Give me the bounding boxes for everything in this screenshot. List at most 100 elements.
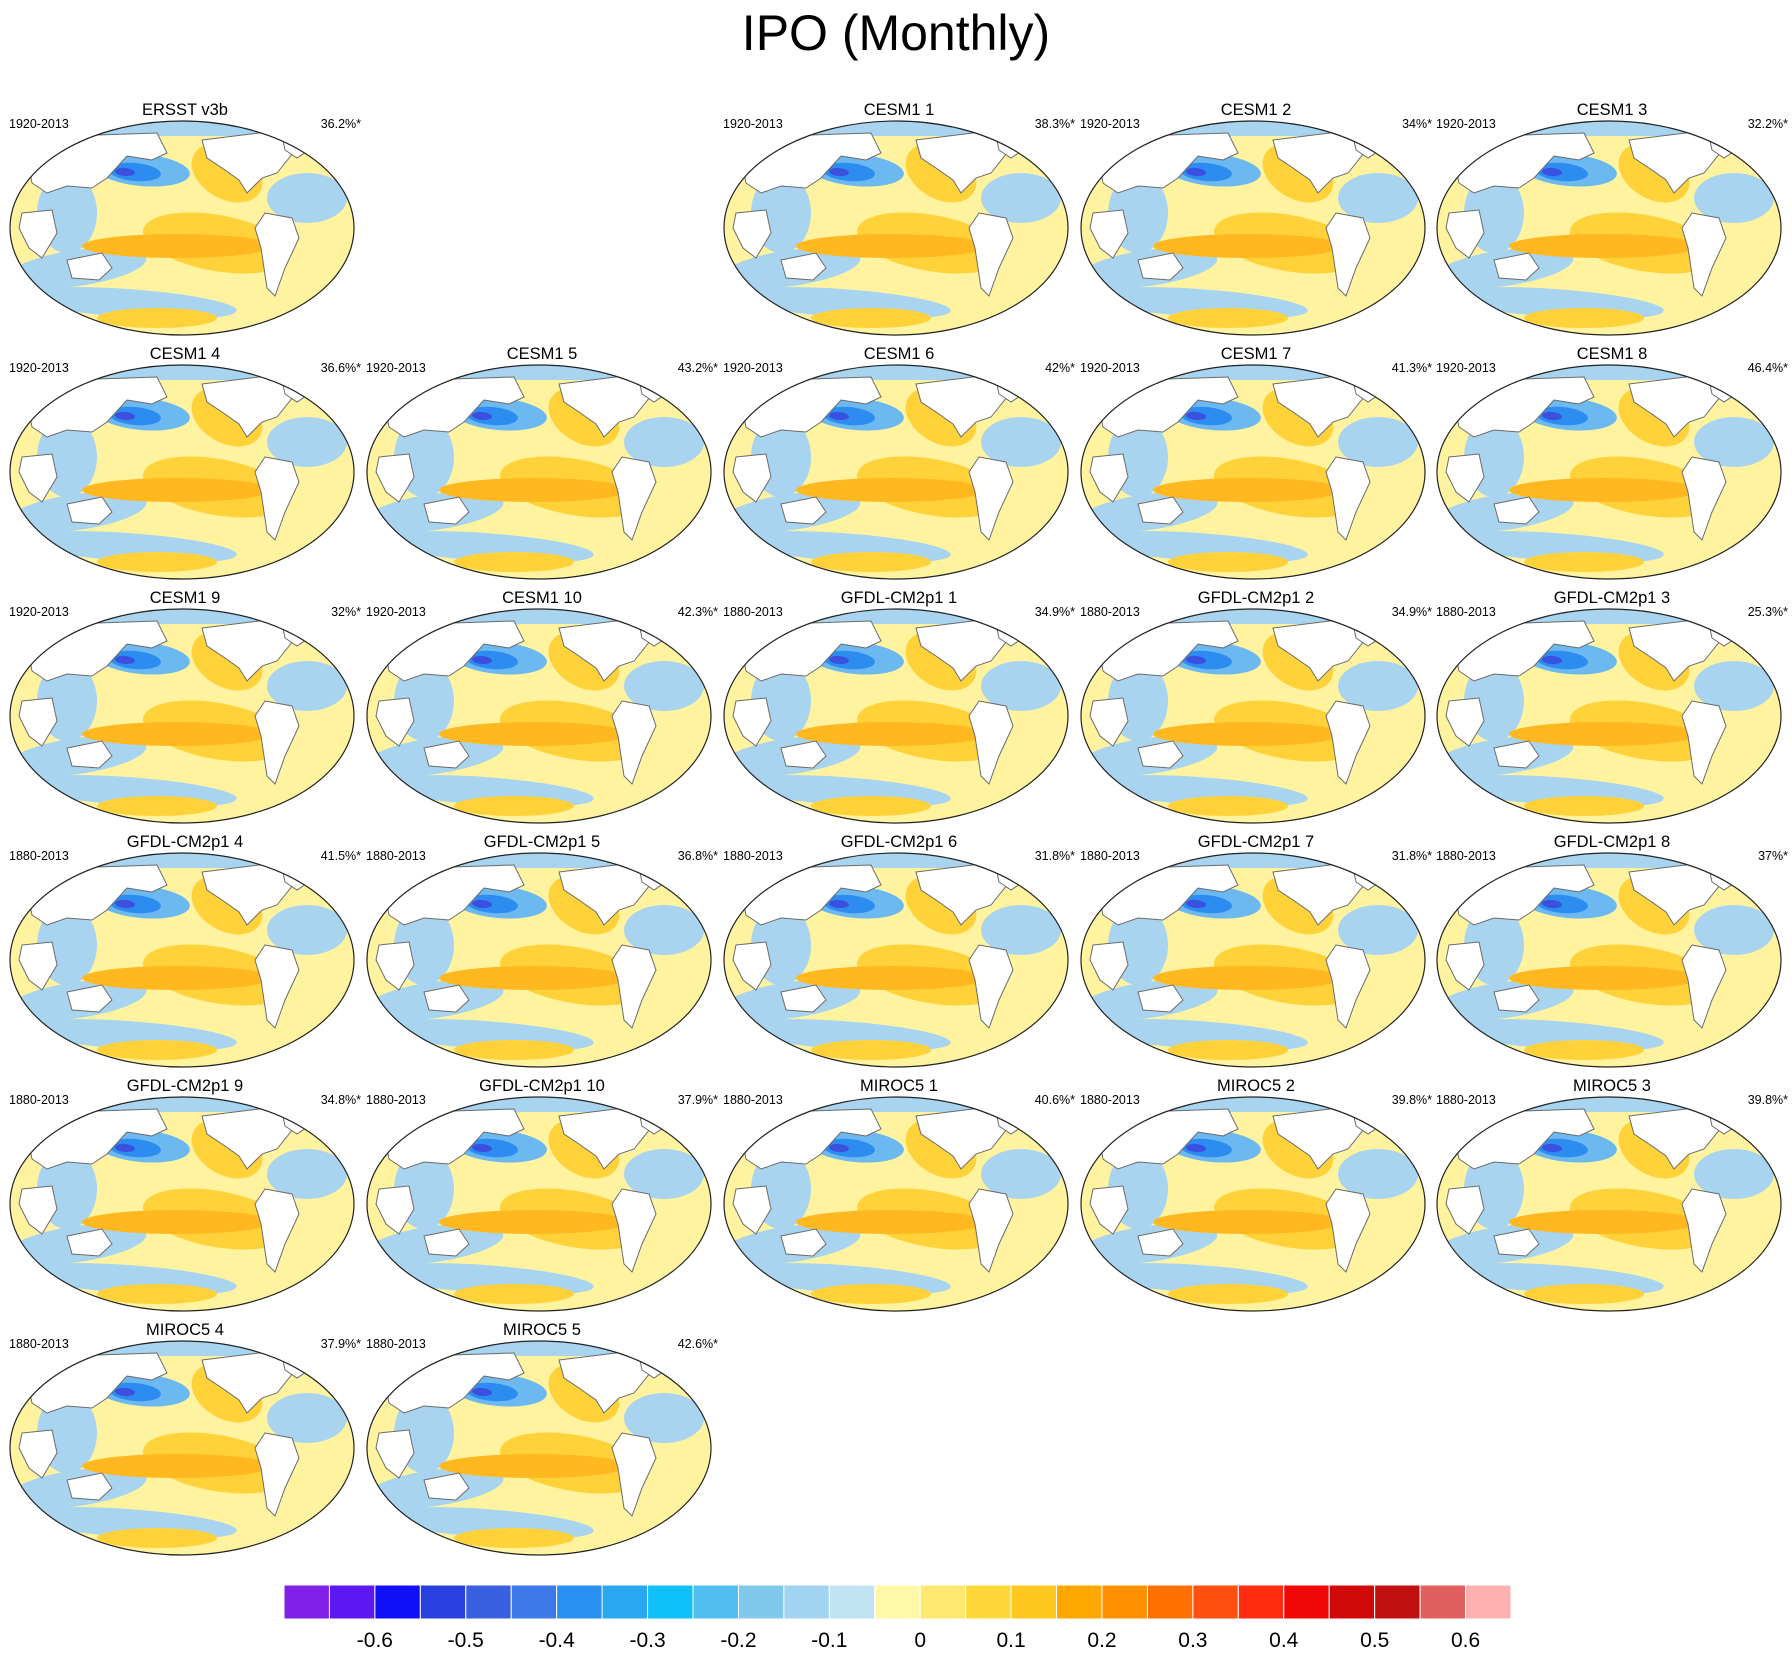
panel-period: 1920-2013	[9, 605, 69, 619]
panel-variance-explained: 38.3%*	[1034, 117, 1075, 131]
sst-negative-peak	[1542, 899, 1562, 909]
panel-variance-explained: 37.9%*	[320, 1337, 361, 1351]
colorbar-box	[510, 1584, 558, 1620]
sst-negative-band	[981, 661, 1061, 711]
sst-negative-peak	[1186, 1143, 1206, 1153]
map-panel: MIROC5 1 1880-2013 40.6%*	[721, 1076, 1077, 1314]
world-map	[1080, 608, 1426, 824]
map-panel: CESM1 6 1920-2013 42%*	[721, 344, 1077, 582]
world-map	[9, 364, 355, 580]
sst-positive-core	[1509, 966, 1699, 990]
sst-negative-band	[1338, 173, 1418, 223]
sst-positive-band	[1168, 1284, 1288, 1304]
panel-title: GFDL-CM2p1 5	[483, 833, 601, 851]
panel-period: 1880-2013	[366, 1337, 426, 1351]
south-america-landmass	[1681, 1188, 1727, 1273]
sst-positive-band	[1168, 308, 1288, 328]
australia-landmass	[1493, 1228, 1540, 1257]
sst-positive-core	[439, 722, 629, 746]
colorbar-box	[328, 1584, 376, 1620]
sst-negative-peak	[1542, 1143, 1562, 1153]
map-panel: CESM1 1 1920-2013 38.3%*	[721, 100, 1077, 338]
sst-positive-band	[811, 552, 931, 572]
sst-positive-core	[796, 1210, 986, 1234]
sst-positive-band	[97, 1040, 217, 1060]
sst-negative-band	[1694, 417, 1774, 467]
world-map	[1080, 852, 1426, 1068]
sst-positive-core	[439, 1454, 629, 1478]
sst-positive-band	[97, 1528, 217, 1548]
colorbar-box	[965, 1584, 1012, 1620]
panel-title: MIROC5 2	[1217, 1077, 1295, 1095]
panel-title: MIROC5 3	[1573, 1077, 1651, 1095]
colorbar-box	[1192, 1584, 1239, 1620]
map-panel: GFDL-CM2p1 3 1880-2013 25.3%*	[1434, 588, 1790, 826]
map-border	[9, 120, 355, 336]
panel-title: CESM1 1	[863, 101, 935, 119]
panel-title: CESM1 6	[863, 345, 935, 363]
panel-period: 1880-2013	[723, 849, 783, 863]
panel-title: CESM1 7	[1220, 345, 1292, 363]
south-america-landmass	[611, 700, 657, 785]
australia-landmass	[780, 984, 827, 1013]
colorbar-tick-label: 0.6	[1451, 1629, 1480, 1652]
panel-variance-explained: 46.4%*	[1747, 361, 1788, 375]
map-border	[9, 608, 355, 824]
world-map	[723, 364, 1069, 580]
australia-landmass	[66, 984, 113, 1013]
world-map	[723, 608, 1069, 824]
world-map	[723, 120, 1069, 336]
map-panel: GFDL-CM2p1 10 1880-2013 37.9%*	[364, 1076, 720, 1314]
africa-landmass	[732, 209, 772, 259]
sst-negative-band	[1338, 661, 1418, 711]
sst-negative-core	[823, 1138, 875, 1158]
australia-landmass	[1493, 252, 1540, 281]
sst-negative-core	[1180, 1138, 1232, 1158]
sst-positive-band	[1168, 796, 1288, 816]
panel-period: 1880-2013	[1436, 605, 1496, 619]
australia-landmass	[1493, 740, 1540, 769]
map-border	[1080, 120, 1426, 336]
panel-variance-explained: 37.9%*	[677, 1093, 718, 1107]
map-border	[723, 1096, 1069, 1312]
sst-negative-peak	[829, 411, 849, 421]
sst-negative-peak	[115, 411, 135, 421]
south-america-landmass	[1325, 212, 1371, 297]
colorbar-box	[374, 1584, 421, 1620]
panel-variance-explained: 41.3%*	[1391, 361, 1432, 375]
colorbar-box	[783, 1584, 830, 1620]
south-america-landmass	[1681, 212, 1727, 297]
sst-negative-peak	[115, 1143, 135, 1153]
south-america-landmass	[1681, 700, 1727, 785]
sst-positive-band	[97, 796, 217, 816]
colorbar: -0.6 -0.5 -0.4 -0.3 -0.2 -0.1 0 0.1 0.2 0.3 0.4 0.5…	[282, 1583, 1513, 1658]
sst-negative-band	[981, 417, 1061, 467]
sst-negative-peak	[115, 1387, 135, 1397]
panel-variance-explained: 34%*	[1402, 117, 1432, 131]
colorbar-box	[1328, 1584, 1376, 1620]
sst-negative-core	[1536, 162, 1588, 182]
map-border	[9, 1096, 355, 1312]
panel-title: GFDL-CM2p1 2	[1197, 589, 1315, 607]
map-border	[9, 364, 355, 580]
panel-variance-explained: 34.8%*	[320, 1093, 361, 1107]
south-america-landmass	[1681, 456, 1727, 541]
africa-landmass	[1089, 941, 1129, 991]
sst-positive-band	[97, 308, 217, 328]
map-panel: GFDL-CM2p1 9 1880-2013 34.8%*	[7, 1076, 363, 1314]
panel-variance-explained: 43.2%*	[677, 361, 718, 375]
sst-negative-band	[624, 417, 704, 467]
sst-negative-band	[267, 1393, 347, 1443]
sst-positive-core	[82, 1454, 272, 1478]
panel-variance-explained: 31.8%*	[1391, 849, 1432, 863]
map-border	[1436, 364, 1782, 580]
africa-landmass	[18, 209, 58, 259]
colorbar-box	[1374, 1584, 1421, 1620]
panel-period: 1880-2013	[1436, 1093, 1496, 1107]
sst-negative-peak	[472, 1387, 492, 1397]
panel-variance-explained: 39.8%*	[1747, 1093, 1788, 1107]
panel-title: MIROC5 1	[860, 1077, 938, 1095]
sst-negative-peak	[115, 167, 135, 177]
panel-title: CESM1 9	[149, 589, 221, 607]
africa-landmass	[732, 697, 772, 747]
